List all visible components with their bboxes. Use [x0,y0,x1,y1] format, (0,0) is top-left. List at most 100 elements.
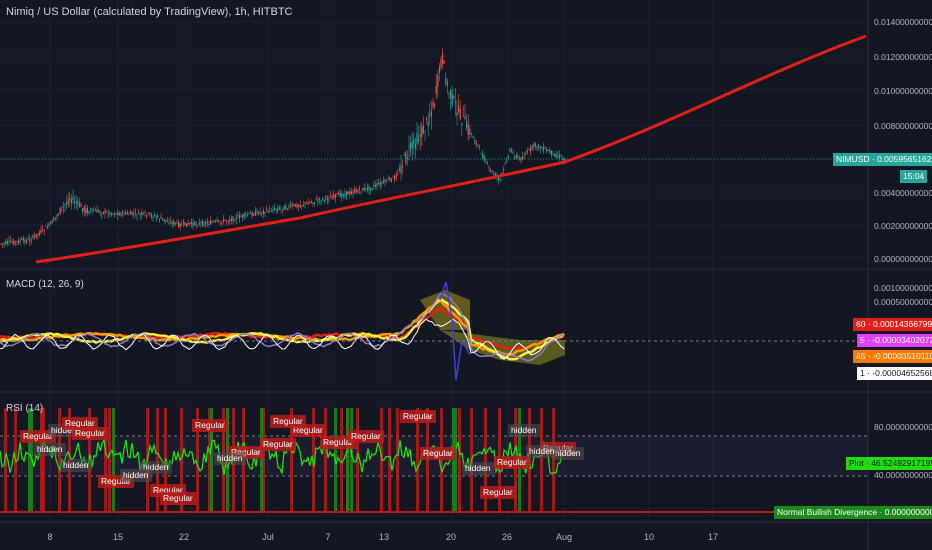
price-candle-body [142,212,144,214]
price-candle-body [549,150,551,153]
price-candle-body [45,225,47,227]
price-candle-body [202,220,204,226]
price-candle-body [466,121,468,128]
price-candle-body [509,148,511,151]
price-candle-body [507,156,509,158]
price-candle-body [302,205,304,206]
price-candle-body [318,197,320,200]
price-candle-body [176,221,178,224]
divergence-label: Regular [494,456,530,469]
price-candle-body [34,235,36,237]
price-candle-body [2,243,4,245]
price-candle-body [450,89,452,99]
rsi-regular-bar [196,408,199,512]
macd-line-purple [0,292,565,362]
price-candle-body [70,199,72,204]
divergence-label: hidden [214,452,246,465]
price-candle-body [488,166,490,168]
rsi-regular-bar [156,408,159,512]
price-candle-body [125,212,127,214]
divergence-label: Regular [348,430,384,443]
price-candle-body [494,173,496,177]
price-candle-body [72,197,74,200]
rsi-regular-bar [108,408,111,512]
price-candle-body [419,134,421,137]
price-candle-body [38,232,40,235]
price-candle-body [294,204,296,207]
price-candle-body [397,173,399,175]
price-candle-body [210,220,212,225]
price-candle-body [453,95,455,98]
price-candle-body [362,188,364,191]
price-candle-body [214,220,216,222]
price-candle-body [470,132,472,134]
price-candle-body [243,213,245,217]
price-candle-body [467,124,469,135]
time-axis-label: 13 [378,532,390,542]
price-candle-body [506,161,508,163]
price-candle-body [102,211,104,214]
price-candle-body [454,101,456,103]
price-candle-body [405,152,407,164]
price-candle-body [522,157,524,160]
price-candle-body [285,205,287,209]
price-candle-body [109,211,111,214]
price-candle-body [378,182,380,184]
price-candle-body [333,194,335,197]
price-candle-body [83,206,85,211]
price-candle-body [163,218,165,221]
rsi-axis-label: 40.00000000000 [874,470,932,480]
price-candle-body [88,211,90,214]
price-candle-body [478,146,480,148]
price-candle-body [424,131,426,133]
price-candle-body [37,233,39,235]
price-candle-body [474,140,476,142]
price-candle-body [158,219,160,220]
price-candle-body [315,199,317,200]
rsi-regular-bar [42,408,45,512]
price-candle-body [237,215,239,217]
price-candle-body [430,110,432,117]
macd-indicator [0,281,565,381]
rsi-axis-label: 80.00000000000 [874,422,932,432]
price-candle-body [189,223,191,225]
price-candle-body [558,154,560,159]
price-candle-body [91,208,93,211]
price-candle-body [491,170,493,172]
price-candle-body [563,158,565,161]
price-candle-body [192,223,194,227]
price-candle-body [112,213,114,215]
price-candle-body [157,215,159,218]
price-candle-body [186,223,188,227]
price-candle-body [520,157,522,161]
price-candle-body [501,172,503,174]
price-candle-body [382,180,384,183]
rsi-regular-bar [458,408,461,512]
price-candle-body [291,205,293,207]
price-candle-body [194,221,196,225]
price-candle-body [355,189,357,192]
rsi-regular-bar [104,408,107,512]
price-candle-body [141,212,143,216]
price-candle-body [386,181,388,183]
price-candle-body [398,168,400,171]
rsi-regular-bar [426,408,429,512]
price-candle-body [219,221,221,223]
price-candle-body [469,128,471,135]
time-axis-label: 7 [325,532,331,542]
moving-average-line [35,34,867,264]
candle-countdown-tag: 15:04 [900,170,928,183]
price-candle-body [414,143,416,149]
price-candle-body [198,222,200,225]
macd-axis-label: 0.00100000000 [874,283,932,293]
price-candle-body [485,161,487,163]
price-candle-body [146,214,148,218]
price-candle-body [546,149,548,152]
price-candle-body [363,188,365,191]
price-candle-body [267,210,269,213]
price-candle-body [211,222,213,224]
price-candle-body [301,205,303,207]
price-candle-body [254,211,256,216]
rsi-hidden-bar [112,408,115,512]
price-candle-body [242,214,244,218]
